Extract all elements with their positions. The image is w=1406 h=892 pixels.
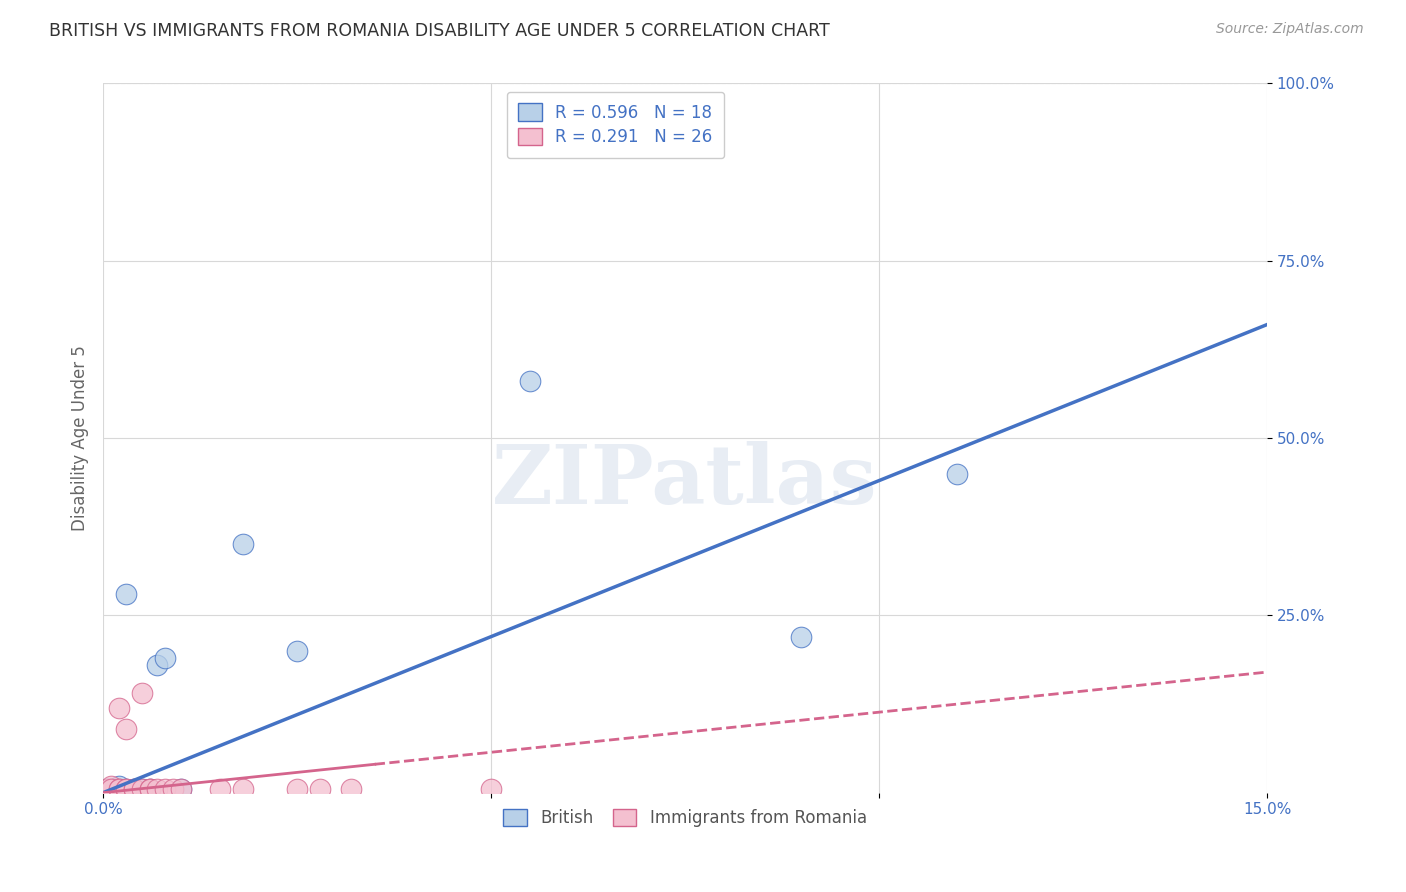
Point — [138, 782, 160, 797]
Point — [162, 782, 184, 797]
Point — [115, 782, 138, 797]
Point — [100, 782, 122, 797]
Legend: British, Immigrants from Romania: British, Immigrants from Romania — [496, 803, 873, 834]
Y-axis label: Disability Age Under 5: Disability Age Under 5 — [72, 345, 89, 531]
Point — [479, 782, 502, 797]
Point — [340, 782, 363, 797]
Point — [232, 537, 254, 551]
Point — [170, 782, 193, 797]
Point — [107, 782, 129, 797]
Point — [131, 782, 153, 797]
Point — [115, 722, 138, 736]
Point — [122, 782, 145, 797]
Point — [170, 782, 193, 797]
Point — [153, 782, 176, 797]
Point — [790, 630, 813, 644]
Point — [232, 782, 254, 797]
Point — [107, 782, 129, 797]
Point — [309, 782, 332, 797]
Point — [115, 782, 138, 797]
Text: ZIPatlas: ZIPatlas — [492, 441, 877, 521]
Point — [104, 782, 127, 797]
Point — [122, 782, 145, 797]
Point — [138, 782, 160, 797]
Point — [107, 779, 129, 793]
Point — [96, 782, 118, 797]
Point — [519, 374, 541, 388]
Point — [107, 782, 129, 797]
Text: BRITISH VS IMMIGRANTS FROM ROMANIA DISABILITY AGE UNDER 5 CORRELATION CHART: BRITISH VS IMMIGRANTS FROM ROMANIA DISAB… — [49, 22, 830, 40]
Point — [208, 782, 231, 797]
Point — [153, 651, 176, 665]
Point — [122, 782, 145, 797]
Point — [131, 686, 153, 700]
Point — [100, 782, 122, 797]
Text: Source: ZipAtlas.com: Source: ZipAtlas.com — [1216, 22, 1364, 37]
Point — [138, 782, 160, 797]
Point — [131, 782, 153, 797]
Point — [96, 782, 118, 797]
Point — [107, 700, 129, 714]
Point — [146, 658, 169, 673]
Point — [100, 779, 122, 793]
Point — [115, 587, 138, 601]
Point — [146, 782, 169, 797]
Point — [115, 782, 138, 797]
Point — [285, 782, 308, 797]
Point — [945, 467, 967, 481]
Point — [285, 644, 308, 658]
Point — [100, 782, 122, 797]
